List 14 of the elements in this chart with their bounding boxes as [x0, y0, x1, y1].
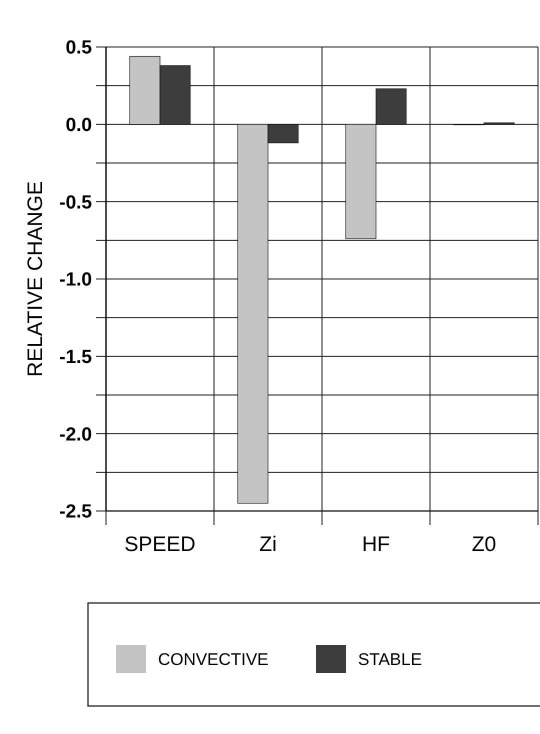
x-tick-label: SPEED	[124, 533, 196, 556]
y-tick-label: -1.0	[59, 270, 92, 291]
y-tick-label: 0.5	[66, 38, 92, 59]
y-tick-label: -0.5	[59, 192, 92, 214]
x-tick-label: Zi	[259, 533, 277, 556]
legend-label: STABLE	[358, 650, 422, 669]
y-tick-label: -1.5	[59, 346, 92, 368]
y-tick-label: -2.5	[59, 502, 92, 523]
y-tick-label: -2.0	[59, 424, 92, 446]
x-tick-label: HF	[362, 533, 390, 556]
y-axis-title: RELATIVE CHANGE	[24, 181, 47, 377]
legend-label: CONVECTIVE	[158, 650, 269, 669]
x-tick-label: Z0	[472, 533, 496, 556]
y-tick-label: 0.0	[66, 114, 92, 136]
